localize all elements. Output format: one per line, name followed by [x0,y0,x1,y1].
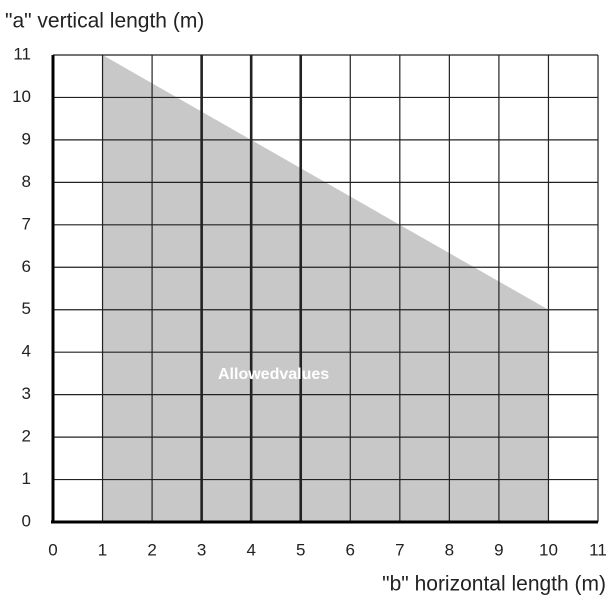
x-tick-label: 7 [395,540,404,559]
x-tick-label: 11 [589,540,607,559]
y-tick-label: 10 [12,87,31,106]
x-tick-label: 9 [494,540,503,559]
x-tick-label: 2 [147,540,156,559]
y-tick-label: 2 [22,427,31,446]
x-tick-label: 10 [539,540,558,559]
y-tick-label: 5 [22,299,31,318]
annotation: Allowedvalues [218,366,329,383]
y-tick-label: 3 [22,384,31,403]
y-tick-label: 9 [22,129,31,148]
x-tick-label: 6 [346,540,355,559]
y-tick-label: 11 [13,44,31,63]
y-tick-label: 7 [22,214,31,233]
x-tick-label: 1 [98,540,107,559]
x-tick-label: 8 [445,540,454,559]
x-tick-label: 0 [48,540,57,559]
x-tick-label: 3 [197,540,206,559]
allowed-area [102,55,549,522]
x-tick-label: 4 [246,540,255,559]
x-axis-label: "b" horizontal length (m) [382,573,606,596]
y-tick-label: 1 [22,469,31,488]
y-axis-label: "a" vertical length (m) [5,10,204,33]
x-tick-label: 5 [296,540,305,559]
y-tick-label: 4 [22,342,31,361]
y-tick-label: 0 [22,511,31,530]
y-tick-label: 6 [22,257,31,276]
y-tick-label: 8 [22,172,31,191]
